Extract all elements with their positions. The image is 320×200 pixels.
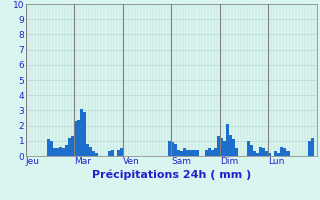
- Bar: [86, 144, 89, 156]
- Bar: [53, 148, 56, 156]
- Bar: [214, 148, 217, 156]
- Bar: [253, 151, 256, 156]
- Bar: [256, 153, 259, 156]
- Bar: [250, 145, 253, 156]
- Bar: [89, 147, 92, 156]
- Bar: [177, 150, 180, 156]
- Bar: [186, 150, 189, 156]
- Bar: [83, 112, 86, 156]
- Bar: [74, 121, 77, 156]
- Bar: [168, 141, 171, 156]
- Bar: [235, 148, 238, 156]
- Bar: [274, 151, 277, 156]
- Bar: [80, 109, 83, 156]
- Bar: [284, 148, 286, 156]
- Bar: [208, 148, 211, 156]
- Bar: [183, 148, 186, 156]
- Bar: [229, 135, 232, 156]
- Bar: [47, 139, 50, 156]
- Bar: [171, 142, 174, 156]
- Bar: [180, 151, 183, 156]
- Bar: [204, 150, 208, 156]
- Bar: [56, 148, 59, 156]
- Bar: [59, 147, 62, 156]
- Bar: [189, 150, 192, 156]
- Bar: [311, 138, 314, 156]
- Bar: [120, 148, 123, 156]
- Bar: [65, 145, 68, 156]
- Bar: [277, 153, 280, 156]
- Bar: [192, 150, 196, 156]
- Bar: [259, 147, 262, 156]
- Bar: [226, 124, 229, 156]
- Bar: [262, 148, 265, 156]
- Bar: [174, 144, 177, 156]
- Bar: [196, 150, 198, 156]
- Bar: [220, 138, 223, 156]
- Bar: [286, 151, 290, 156]
- Bar: [211, 150, 214, 156]
- Bar: [108, 151, 110, 156]
- Bar: [50, 141, 53, 156]
- Bar: [62, 148, 65, 156]
- Bar: [247, 141, 250, 156]
- Bar: [71, 136, 74, 156]
- Bar: [280, 147, 284, 156]
- Bar: [68, 138, 71, 156]
- Bar: [268, 153, 271, 156]
- X-axis label: Précipitations 24h ( mm ): Précipitations 24h ( mm ): [92, 169, 251, 180]
- Bar: [223, 141, 226, 156]
- Bar: [95, 153, 99, 156]
- Bar: [77, 120, 80, 156]
- Bar: [308, 141, 311, 156]
- Bar: [232, 139, 235, 156]
- Bar: [217, 136, 220, 156]
- Bar: [92, 151, 95, 156]
- Bar: [110, 150, 114, 156]
- Bar: [116, 150, 120, 156]
- Bar: [265, 151, 268, 156]
